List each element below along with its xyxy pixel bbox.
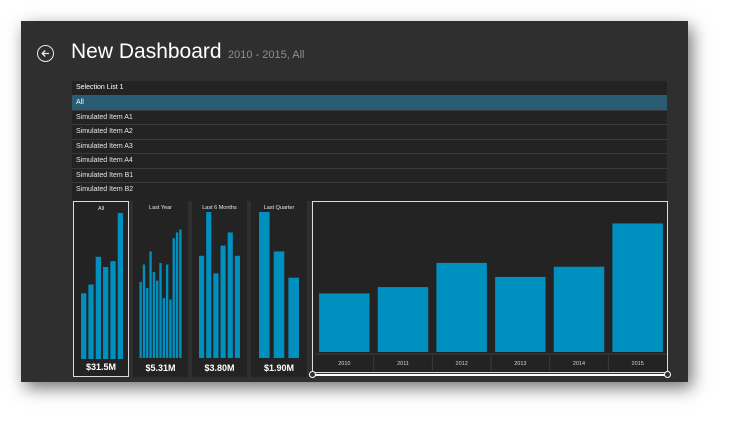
mini-bar bbox=[169, 299, 172, 358]
kpi-tile[interactable]: Last Year $5.31M bbox=[133, 201, 188, 377]
mini-bar bbox=[179, 229, 182, 358]
x-tick-label: 2012 bbox=[456, 361, 468, 367]
mini-bar bbox=[149, 251, 152, 358]
mini-bar bbox=[103, 267, 109, 359]
main-bar-chart[interactable]: 2010 2011 2012 2013 2014 2015 bbox=[312, 201, 668, 373]
app-window: New Dashboard 2010 - 2015, All Selection… bbox=[21, 21, 688, 382]
page-title: New Dashboard bbox=[71, 40, 222, 63]
kpi-tile[interactable]: Last Quarter $1.90M bbox=[251, 201, 307, 377]
selection-list-item[interactable]: Simulated Item B1 bbox=[72, 167, 667, 183]
range-handle-end[interactable] bbox=[664, 371, 671, 378]
mini-bar bbox=[162, 298, 165, 358]
mini-bar bbox=[117, 213, 123, 359]
kpi-mini-chart bbox=[139, 229, 182, 358]
mini-bar bbox=[81, 293, 87, 359]
kpi-value: $5.31M bbox=[145, 363, 176, 373]
range-slider[interactable] bbox=[309, 371, 671, 378]
mini-bar bbox=[146, 287, 149, 358]
mini-bar bbox=[139, 282, 142, 358]
mini-bar bbox=[220, 245, 226, 358]
mini-bar bbox=[88, 284, 94, 359]
kpi-label: Last Quarter bbox=[263, 205, 295, 211]
bar-2015[interactable] bbox=[612, 223, 663, 352]
mini-bar bbox=[152, 271, 156, 358]
mini-bar bbox=[175, 232, 179, 358]
selection-list-header: Selection List 1 bbox=[76, 84, 124, 91]
mini-bar bbox=[273, 251, 285, 358]
mini-bar bbox=[142, 264, 146, 358]
selection-list-item[interactable]: Simulated Item B2 bbox=[72, 182, 667, 197]
kpi-value: $1.90M bbox=[263, 363, 295, 373]
kpi-mini-chart bbox=[81, 213, 123, 359]
kpi-mini-chart bbox=[259, 212, 299, 358]
x-tick-label: 2013 bbox=[514, 361, 526, 367]
selection-list: Selection List 1 All Simulated Item A1 Sim… bbox=[72, 81, 667, 201]
kpi-tile[interactable]: Last 6 Months $3.80M bbox=[192, 201, 247, 377]
bar-2014[interactable] bbox=[553, 266, 605, 352]
range-handle-start[interactable] bbox=[309, 371, 316, 378]
kpi-label: Last Year bbox=[149, 205, 172, 211]
kpi-mini-chart bbox=[199, 212, 240, 358]
page-subtitle: 2010 - 2015, All bbox=[228, 49, 305, 61]
x-tick-label: 2014 bbox=[573, 361, 585, 367]
selection-list-item[interactable]: Simulated Item A2 bbox=[72, 124, 667, 139]
range-track bbox=[312, 374, 668, 376]
selection-list-item[interactable]: All bbox=[72, 95, 667, 110]
mini-bar bbox=[206, 212, 212, 358]
page-header: New Dashboard 2010 - 2015, All bbox=[71, 40, 305, 64]
mini-bar bbox=[156, 280, 159, 358]
bar-2011[interactable] bbox=[377, 287, 429, 352]
selection-list-item[interactable]: Simulated Item A4 bbox=[72, 153, 667, 168]
mini-bar bbox=[199, 255, 205, 358]
mini-bar bbox=[213, 273, 219, 358]
mini-bar bbox=[159, 263, 162, 358]
kpi-tile[interactable]: All $31.5M bbox=[73, 201, 129, 377]
bar-2010[interactable] bbox=[319, 293, 370, 352]
selection-list-item[interactable]: Simulated Item A1 bbox=[72, 109, 667, 125]
bar-2012[interactable] bbox=[436, 262, 487, 352]
bar-2013[interactable] bbox=[495, 276, 546, 352]
mini-bar bbox=[234, 255, 240, 358]
mini-bar bbox=[165, 264, 169, 358]
selection-list-item[interactable]: Simulated Item A3 bbox=[72, 138, 667, 154]
kpi-label: Last 6 Months bbox=[202, 205, 237, 211]
kpi-value: $3.80M bbox=[204, 363, 235, 373]
back-button[interactable] bbox=[37, 45, 54, 62]
kpi-value: $31.5M bbox=[85, 362, 117, 372]
x-tick-label: 2010 bbox=[338, 361, 350, 367]
arrow-left-icon bbox=[41, 50, 49, 57]
x-tick-label: 2011 bbox=[397, 361, 409, 367]
kpi-label: All bbox=[97, 206, 105, 212]
mini-bar bbox=[110, 261, 116, 359]
x-tick-label: 2015 bbox=[632, 361, 644, 367]
mini-bar bbox=[288, 277, 299, 358]
mini-bar bbox=[172, 238, 175, 358]
mini-bar bbox=[259, 212, 270, 358]
mini-bar bbox=[227, 232, 233, 358]
mini-bar bbox=[95, 256, 101, 359]
